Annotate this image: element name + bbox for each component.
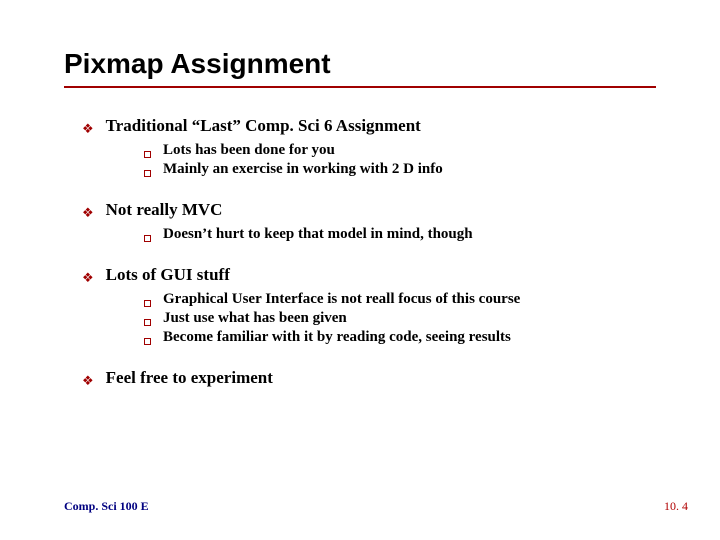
level2-text: Graphical User Interface is not reall fo… bbox=[163, 291, 520, 308]
level2-item: Just use what has been given bbox=[144, 310, 656, 327]
section: ❖ Feel free to experiment bbox=[82, 368, 656, 388]
level1-item: ❖ Lots of GUI stuff bbox=[82, 265, 656, 285]
square-bullet-icon bbox=[144, 300, 151, 307]
section: ❖ Lots of GUI stuff Graphical User Interfa… bbox=[82, 265, 656, 346]
level1-item: ❖ Feel free to experiment bbox=[82, 368, 656, 388]
square-bullet-icon bbox=[144, 235, 151, 242]
square-bullet-icon bbox=[144, 151, 151, 158]
level1-text: Lots of GUI stuff bbox=[106, 265, 230, 285]
level1-text: Feel free to experiment bbox=[106, 368, 273, 388]
diamond-bullet-icon: ❖ bbox=[82, 271, 94, 284]
level2-text: Lots has been done for you bbox=[163, 142, 335, 159]
square-bullet-icon bbox=[144, 170, 151, 177]
level1-item: ❖ Not really MVC bbox=[82, 200, 656, 220]
sublist: Graphical User Interface is not reall fo… bbox=[82, 291, 656, 346]
footer-left: Comp. Sci 100 E bbox=[64, 499, 149, 514]
diamond-bullet-icon: ❖ bbox=[82, 206, 94, 219]
slide: Pixmap Assignment ❖ Traditional “Last” Co… bbox=[0, 0, 720, 540]
level2-item: Doesn’t hurt to keep that model in mind,… bbox=[144, 226, 656, 243]
slide-footer: Comp. Sci 100 E 10. 4 bbox=[64, 499, 688, 514]
level2-item: Graphical User Interface is not reall fo… bbox=[144, 291, 656, 308]
level1-text: Not really MVC bbox=[106, 200, 223, 220]
level2-item: Lots has been done for you bbox=[144, 142, 656, 159]
square-bullet-icon bbox=[144, 319, 151, 326]
footer-right: 10. 4 bbox=[664, 499, 688, 514]
level2-text: Just use what has been given bbox=[163, 310, 347, 327]
diamond-bullet-icon: ❖ bbox=[82, 374, 94, 387]
square-bullet-icon bbox=[144, 338, 151, 345]
sublist: Doesn’t hurt to keep that model in mind,… bbox=[82, 226, 656, 243]
level2-text: Become familiar with it by reading code,… bbox=[163, 329, 511, 346]
level1-item: ❖ Traditional “Last” Comp. Sci 6 Assignme… bbox=[82, 116, 656, 136]
section: ❖ Traditional “Last” Comp. Sci 6 Assignme… bbox=[82, 116, 656, 178]
diamond-bullet-icon: ❖ bbox=[82, 122, 94, 135]
level2-text: Doesn’t hurt to keep that model in mind,… bbox=[163, 226, 473, 243]
slide-content: ❖ Traditional “Last” Comp. Sci 6 Assignme… bbox=[64, 116, 656, 388]
level2-text: Mainly an exercise in working with 2 D i… bbox=[163, 161, 443, 178]
level2-item: Become familiar with it by reading code,… bbox=[144, 329, 656, 346]
section: ❖ Not really MVC Doesn’t hurt to keep that… bbox=[82, 200, 656, 243]
sublist: Lots has been done for you Mainly an exer… bbox=[82, 142, 656, 178]
level1-text: Traditional “Last” Comp. Sci 6 Assignmen… bbox=[106, 116, 421, 136]
slide-title: Pixmap Assignment bbox=[64, 48, 656, 88]
level2-item: Mainly an exercise in working with 2 D i… bbox=[144, 161, 656, 178]
